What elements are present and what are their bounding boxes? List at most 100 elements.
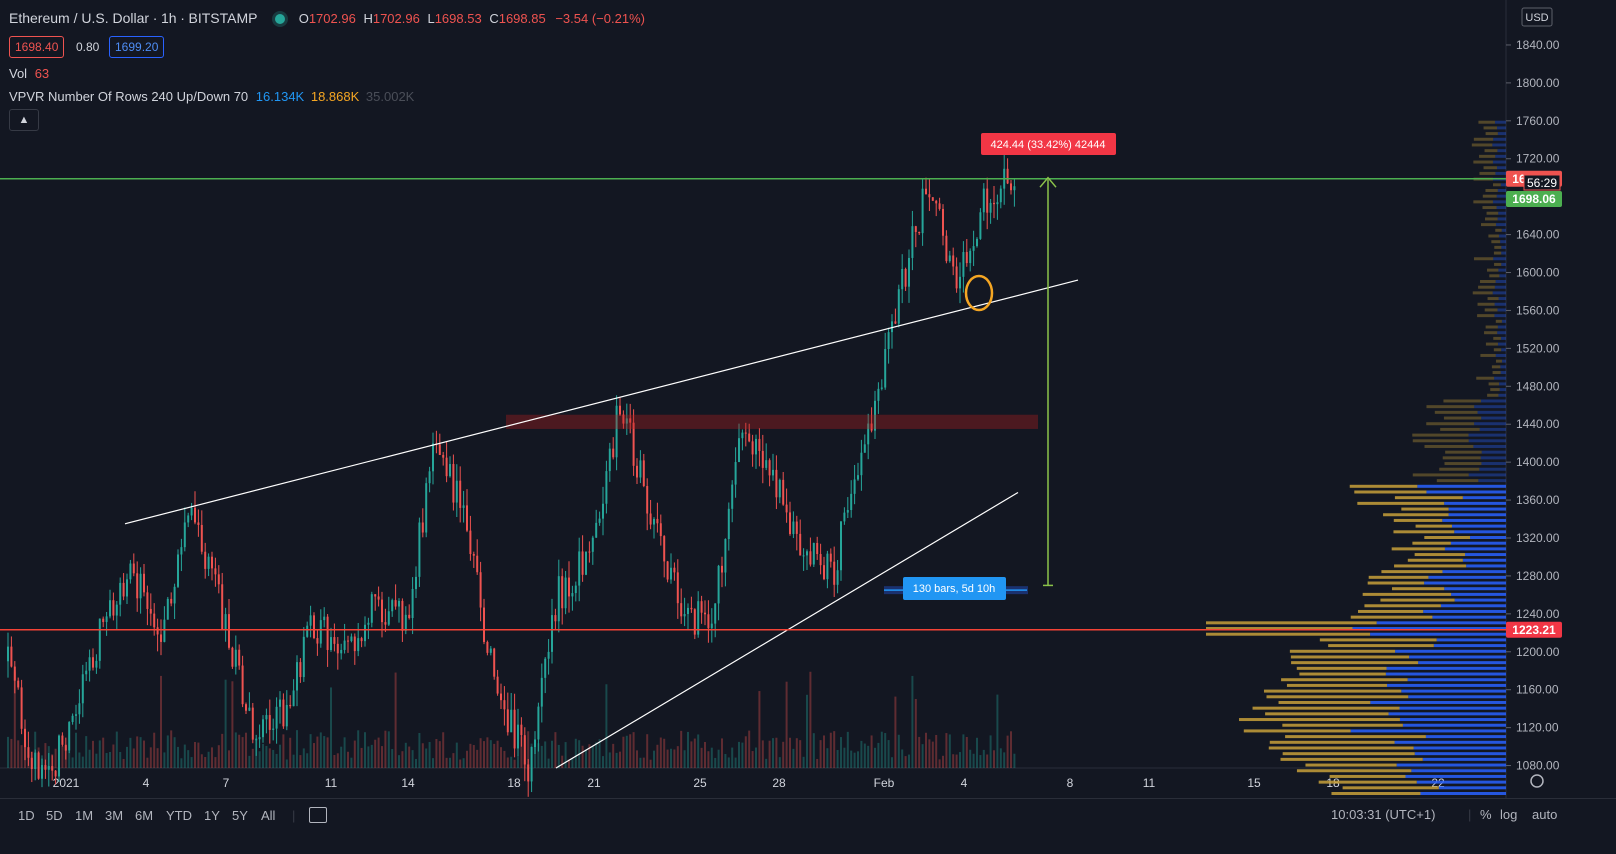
vpvr-down-bar: [1491, 365, 1501, 369]
candle-body: [731, 484, 734, 509]
time-tick-label: 4: [143, 776, 150, 790]
bottom-toolbar: 1D 5D 1M 3M 6M YTD 1Y 5Y All |: [0, 798, 1616, 831]
vpvr-up-bar: [1399, 706, 1506, 710]
volume-bar: [670, 748, 672, 768]
vpvr-up-bar: [1493, 137, 1506, 141]
vpvr-down-bar: [1495, 228, 1502, 232]
price-tick-label: 1360.00: [1516, 493, 1560, 507]
candle-body: [47, 766, 50, 770]
candle-body: [81, 674, 84, 704]
market-open-icon: [275, 14, 286, 24]
volume-bar: [700, 747, 703, 768]
candle-body: [272, 728, 275, 730]
bars-label-box: [903, 577, 1006, 600]
tf-5d-button[interactable]: 5D: [46, 808, 63, 823]
volume-bar: [833, 731, 836, 768]
tf-1d-button[interactable]: 1D: [18, 808, 35, 823]
vpvr-up-bar: [1498, 297, 1506, 301]
vpvr-down-bar: [1487, 393, 1499, 397]
volume-bar: [693, 738, 696, 768]
tf-5y-button[interactable]: 5Y: [232, 808, 248, 823]
volume-bar: [377, 737, 380, 768]
vpvr-down-bar: [1393, 530, 1455, 534]
candle-body: [551, 615, 553, 652]
volume-legend[interactable]: Vol 63: [9, 66, 49, 81]
candle-body: [659, 523, 662, 537]
volume-bar: [350, 757, 353, 768]
volume-bar: [75, 732, 77, 768]
volume-bar: [500, 747, 502, 768]
volume-bar: [846, 731, 849, 768]
tf-ytd-button[interactable]: YTD: [166, 808, 192, 823]
log-scale-button[interactable]: log: [1500, 807, 1518, 822]
tf-1m-button[interactable]: 1M: [75, 808, 94, 823]
candle-body: [204, 551, 207, 569]
vpvr-up-bar: [1501, 359, 1506, 363]
vpvr-up-bar: [1499, 382, 1506, 386]
vpvr-down-bar: [1485, 217, 1498, 221]
tf-all-button[interactable]: All: [261, 808, 276, 823]
candle-body: [275, 706, 278, 729]
volume-bar: [217, 745, 220, 768]
collapse-indicators-button[interactable]: ▲: [9, 109, 39, 131]
candle-body: [578, 551, 581, 586]
candle-body: [381, 599, 383, 623]
symbol-title[interactable]: Ethereum / U.S. Dollar: [9, 10, 150, 26]
volume-bar: [761, 740, 764, 768]
vpvr-down-bar: [1424, 536, 1471, 539]
volume-bar: [605, 684, 608, 768]
vpvr-up-bar: [1413, 746, 1506, 750]
volume-bar: [180, 758, 183, 768]
volume-bar: [85, 736, 88, 768]
bid-price-button[interactable]: 1698.40: [9, 36, 65, 58]
candle-body: [778, 479, 781, 498]
percent-scale-button[interactable]: %: [1480, 807, 1492, 822]
vpvr-up-bar: [1465, 553, 1506, 557]
vpvr-up-bar: [1474, 422, 1506, 426]
volume-bar: [615, 752, 618, 768]
volume-bar: [265, 745, 268, 768]
vpvr-down-bar: [1281, 678, 1408, 682]
vpvr-up-bar: [1432, 615, 1506, 619]
vpvr-down-bar: [1412, 541, 1451, 545]
interval-label[interactable]: 1h: [160, 10, 177, 26]
vpvr-legend[interactable]: VPVR Number Of Rows 240 Up/Down 70 16.13…: [9, 89, 414, 104]
candle-body: [850, 493, 853, 511]
vpvr-down-bar: [1486, 211, 1499, 215]
candle-body: [506, 709, 509, 733]
vpvr-up-bar: [1494, 120, 1506, 124]
clock-display[interactable]: 10:03:31 (UTC+1): [1331, 807, 1436, 822]
price-tick-label: 1800.00: [1516, 76, 1560, 90]
tf-3m-button[interactable]: 3M: [105, 808, 124, 823]
volume-bar: [697, 734, 700, 768]
close-value: 1698.85: [498, 11, 546, 26]
volume-bar: [870, 735, 873, 768]
candle-body: [340, 649, 343, 654]
candle-body: [377, 596, 380, 600]
currency-box: [1521, 7, 1553, 27]
auto-scale-button[interactable]: auto: [1532, 807, 1558, 822]
volume-bar: [853, 752, 856, 768]
volume-bar: [81, 756, 84, 768]
candle-body: [751, 441, 754, 455]
calendar-icon[interactable]: [309, 807, 327, 823]
time-tick-label: 28: [772, 776, 786, 790]
volume-bar: [724, 753, 727, 768]
volume-bar: [540, 745, 543, 768]
volume-bar: [653, 750, 655, 768]
volume-bar: [432, 758, 434, 768]
tf-1y-button[interactable]: 1Y: [204, 808, 220, 823]
ask-price-button[interactable]: 1699.20: [109, 36, 165, 58]
volume-bar: [551, 740, 553, 768]
time-tick-label: Feb: [874, 776, 895, 790]
volume-bar: [319, 732, 322, 768]
volume-bar: [95, 753, 98, 768]
candle-body: [744, 432, 747, 434]
candle-body: [194, 507, 196, 523]
tf-6m-button[interactable]: 6M: [135, 808, 154, 823]
candle-body: [921, 188, 924, 234]
candle-body: [622, 414, 625, 424]
settings-gear-icon[interactable]: [1530, 774, 1544, 788]
volume-bar: [931, 741, 934, 768]
